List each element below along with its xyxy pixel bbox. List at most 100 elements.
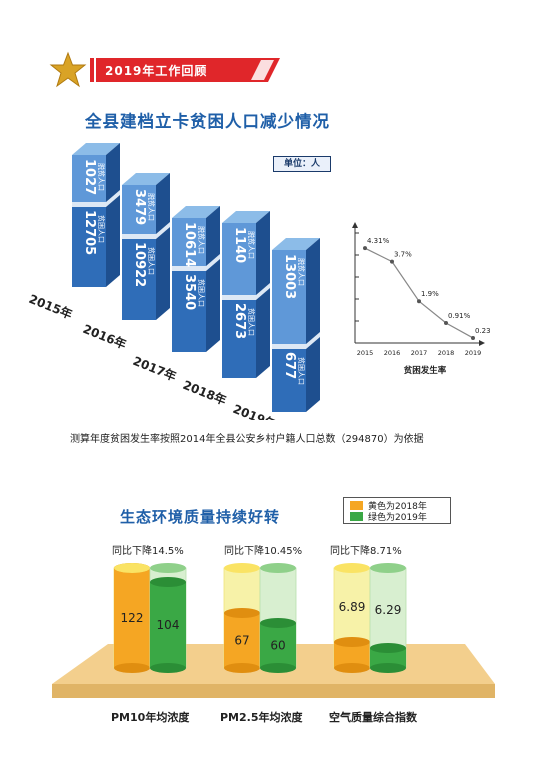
value-label-lifted-2018年: 1140 [232, 227, 247, 263]
value-label-poor-2017年: 3540 [182, 274, 197, 310]
year-review-banner [90, 58, 280, 82]
bar-side-face [306, 238, 320, 412]
series-label-lifted: 脱贫人口 [97, 163, 106, 191]
series-label-poor: 贫困人口 [97, 215, 106, 243]
value-label-poor-2015年: 12705 [82, 210, 97, 255]
category-label-aqi: 空气质量综合指数 [329, 711, 417, 724]
chart-legend: 黄色为2018年 绿色为2019年 [343, 497, 451, 524]
bar-divider [122, 222, 170, 239]
x-tick-label-2017: 2017 [411, 349, 428, 357]
value-label-2018-PM10年均浓度: 122 [121, 611, 144, 625]
star-icon [49, 51, 87, 88]
value-label-2018-PM2.5年均浓度: 67 [234, 634, 249, 648]
cylinder-fill-2018-PM10年均浓度 [114, 568, 150, 668]
year-label-2016年: 2016年 [81, 321, 129, 352]
x-tick-label-2016: 2016 [384, 349, 401, 357]
pm10-drop-label: 同比下降14.5% [112, 546, 184, 557]
year-label-2017年: 2017年 [131, 353, 179, 384]
cylinder-base [370, 663, 406, 673]
rate-point-2019 [471, 335, 475, 340]
cylinder-fill-2018-PM2.5年均浓度 [224, 613, 260, 668]
bar-segment-poor-2019年 [272, 347, 306, 412]
ecology-chart-title: 生态环境质量持续好转 [120, 508, 281, 526]
bar-segment-poor-2015年 [72, 205, 106, 287]
value-label-lifted-2016年: 3479 [132, 189, 147, 225]
bar-side-face [156, 173, 170, 320]
cylinder-base [260, 663, 296, 673]
value-label-lifted-2015年: 1027 [82, 159, 97, 195]
year-label-2015年: 2015年 [27, 291, 75, 322]
aqi-drop-label: 同比下降8.71% [330, 546, 402, 557]
series-label-lifted: 脱贫人口 [247, 231, 256, 259]
series-label-poor: 贫困人口 [197, 279, 206, 307]
cylinder-fill-2019-PM2.5年均浓度 [260, 623, 296, 668]
bar-top-face [222, 211, 270, 223]
cylinder-fill-2019-空气质量综合指数 [370, 648, 406, 668]
bar-segment-lifted-2017年 [172, 218, 206, 269]
bar-segment-poor-2017年 [172, 269, 206, 352]
bar-segment-lifted-2019年 [272, 250, 306, 347]
bar-divider [172, 254, 220, 271]
liquid-surface [334, 637, 370, 647]
banner-label: 2019年工作回顾 [105, 64, 208, 78]
pm25-drop-label: 同比下降10.45% [224, 546, 303, 557]
bar-top-face [122, 173, 170, 185]
rate-label-2019: 0.23% [475, 327, 490, 335]
poverty-rate-line-chart: 4.31% 2015 3.7% 2016 1.9% 2017 0.91% 2018 0.23% 2… [352, 222, 490, 376]
bar-side-face [256, 211, 270, 378]
value-label-poor-2016年: 10922 [132, 242, 147, 287]
bar-top-face [72, 143, 120, 155]
rate-label-2018: 0.91% [448, 312, 471, 320]
bar-segment-poor-2018年 [222, 298, 256, 378]
value-label-lifted-2017年: 10614 [182, 222, 197, 267]
legend-swatch-2019 [350, 512, 363, 521]
x-axis-arrow [479, 340, 485, 346]
rate-point-2017 [417, 299, 421, 304]
liquid-surface [224, 608, 260, 618]
cylinder-base [334, 663, 370, 673]
calculation-note: 测算年度贫困发生率按照2014年全县公安乡村户籍人口总数（294870）为依据 [70, 434, 424, 445]
cylinder-base [150, 663, 186, 673]
x-tick-label-2018: 2018 [438, 349, 455, 357]
poverty-chart-title: 全县建档立卡贫困人口减少情况 [85, 112, 330, 131]
bar-divider [72, 190, 120, 207]
y-axis-arrow [352, 222, 358, 228]
value-label-2019-PM10年均浓度: 104 [157, 618, 180, 632]
bar-side-face [106, 143, 120, 287]
category-label-pm25: PM2.5年均浓度 [220, 711, 303, 724]
bar-segment-lifted-2015年 [72, 155, 106, 205]
rate-label-2017: 1.9% [421, 290, 439, 298]
x-tick-label-2019: 2019 [465, 349, 482, 357]
value-label-2019-空气质量综合指数: 6.29 [375, 603, 402, 617]
series-label-lifted: 脱贫人口 [147, 193, 156, 221]
bar-segment-lifted-2016年 [122, 185, 156, 237]
cylinder-cap [334, 563, 370, 573]
x-axis-title: 贫困发生率 [403, 365, 447, 376]
bar-segment-poor-2016年 [122, 237, 156, 320]
bar-top-face [172, 206, 220, 218]
value-label-2018-空气质量综合指数: 6.89 [339, 600, 366, 614]
value-label-poor-2018年: 2673 [232, 303, 247, 339]
year-label-2018年: 2018年 [181, 377, 229, 408]
liquid-surface [370, 643, 406, 653]
rate-point-2015 [363, 246, 367, 251]
series-label-poor: 贫困人口 [147, 247, 156, 275]
value-label-poor-2019年: 677 [282, 352, 297, 379]
rate-line [364, 247, 474, 339]
category-label-pm10: PM10年均浓度 [111, 711, 190, 724]
liquid-surface [260, 618, 296, 628]
value-label-2019-PM2.5年均浓度: 60 [270, 639, 285, 653]
cylinder-cap [114, 563, 150, 573]
series-label-lifted: 脱贫人口 [197, 226, 206, 254]
bar-segment-lifted-2018年 [222, 223, 256, 298]
year-label-2019年: 2019年 [231, 401, 279, 420]
bar-divider [222, 283, 270, 300]
cylinder-cap [224, 563, 260, 573]
unit-label: 单位：人 [273, 156, 331, 172]
value-label-lifted-2019年: 13003 [282, 254, 297, 299]
series-label-poor: 贫困人口 [247, 308, 256, 336]
platform-front [52, 684, 495, 698]
cylinder-fill-2019-PM10年均浓度 [150, 582, 186, 668]
poverty-3d-bar-chart: 102712705脱贫人口贫困人口2015年347910922脱贫人口贫困人口2… [27, 143, 320, 420]
bar-top-face [272, 238, 320, 250]
